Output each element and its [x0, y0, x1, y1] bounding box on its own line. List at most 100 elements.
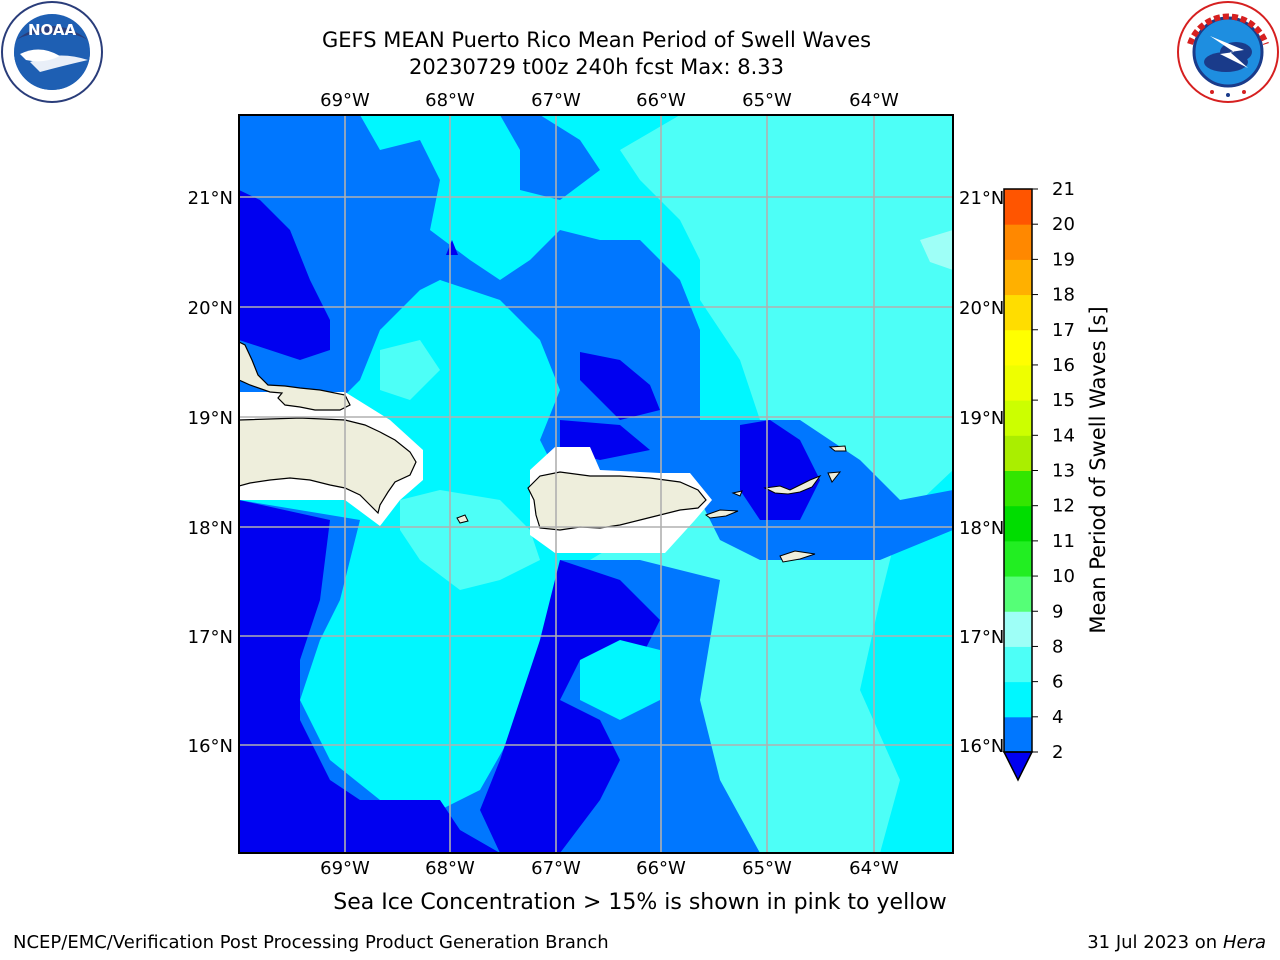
colorbar-tick-label: 10	[1052, 566, 1075, 587]
lat-label: 19°N	[188, 408, 233, 429]
swell-zone-lt2-east	[740, 420, 820, 520]
swell-zone-lt2-speck	[446, 240, 458, 255]
lat-labels-right: 21°N 20°N 19°N 18°N 17°N 16°N	[959, 188, 1004, 757]
colorbar-segment	[1004, 576, 1032, 612]
colorbar-segment	[1004, 400, 1032, 436]
lon-label: 69°W	[320, 90, 370, 111]
noaa-logo: NOAA	[0, 0, 104, 104]
lat-label: 21°N	[188, 188, 233, 209]
lat-label: 20°N	[959, 298, 1004, 319]
colorbar-segment	[1004, 681, 1032, 718]
island-virgin-islands	[763, 474, 822, 495]
swell-zone-6-8-north	[380, 340, 440, 400]
colorbar-segment	[1004, 470, 1032, 507]
colorbar-segment	[1004, 329, 1032, 366]
lon-labels-top: 69°W 68°W 67°W 66°W 65°W 64°W	[320, 90, 899, 111]
colorbar-segment	[1004, 189, 1032, 225]
colorbar-extend-triangle	[1002, 751, 1034, 782]
colorbar-segment	[1004, 224, 1032, 260]
colorbar-tick-label: 20	[1052, 214, 1075, 235]
island-vieques	[704, 509, 739, 519]
lat-label: 16°N	[188, 736, 233, 757]
swell-zone-lt2-west	[239, 190, 330, 360]
swell-zone-4-6-north-band	[380, 280, 540, 440]
lon-label: 64°W	[849, 858, 899, 879]
footer-machine: Hera	[1222, 932, 1266, 953]
colorbar-segment	[1004, 716, 1032, 753]
colorbar-tick-label: 11	[1052, 531, 1075, 552]
swell-zone-lt2-pr-north	[580, 352, 660, 420]
lon-label: 67°W	[531, 90, 581, 111]
colorbar-segment	[1004, 364, 1032, 401]
nws-logo	[1176, 0, 1280, 104]
swell-zone-4-6-speck	[360, 750, 378, 770]
colorbar-segment	[1004, 646, 1032, 683]
map-plot-area	[239, 115, 953, 853]
lon-label: 68°W	[425, 90, 475, 111]
colorbar-label: Mean Period of Swell Waves [s]	[1086, 306, 1110, 633]
lat-label: 21°N	[959, 188, 1004, 209]
noaa-logo-text: NOAA	[28, 21, 77, 39]
lat-label: 18°N	[959, 518, 1004, 539]
colorbar-tick-label: 16	[1052, 355, 1075, 376]
colorbar-segment	[1004, 259, 1032, 296]
plot-subtitle: 20230729 t00z 240h fcst Max: 8.33	[409, 55, 784, 79]
colorbar-tick-label: 12	[1052, 496, 1075, 517]
lon-labels-bottom: 69°W 68°W 67°W 66°W 65°W 64°W	[320, 858, 899, 879]
lon-label: 65°W	[742, 858, 792, 879]
colorbar-tick-label: 8	[1052, 636, 1063, 657]
colorbar-tick-label: 2	[1052, 742, 1063, 763]
swell-zone-6-8-pr-southwest	[400, 490, 540, 590]
colorbar-tick-label: 15	[1052, 390, 1075, 411]
lon-label: 64°W	[849, 90, 899, 111]
colorbar: 21 20 19 18 17 16 15 14 13 12 11 10 9 8 6 4 2	[1002, 179, 1075, 782]
colorbar-tick-label: 17	[1052, 320, 1075, 341]
colorbar-tick-label: 21	[1052, 179, 1075, 200]
footer-credit: NCEP/EMC/Verification Post Processing Pr…	[13, 932, 609, 953]
map-frame	[238, 114, 954, 854]
colorbar-tick-label: 13	[1052, 461, 1075, 482]
colorbar-segment	[1004, 505, 1032, 542]
colorbar-segment	[1004, 294, 1032, 331]
island-anegada	[828, 445, 847, 452]
island-virgin-islands-b	[827, 471, 842, 483]
swell-zone-6-8-east-b	[920, 230, 953, 270]
lat-label: 17°N	[188, 627, 233, 648]
swell-zone-lt2-south	[480, 560, 660, 853]
lat-labels-left: 21°N 20°N 19°N 18°N 17°N 16°N	[188, 188, 233, 757]
swell-zone-lt2-southwest	[239, 500, 500, 853]
lon-label: 66°W	[636, 90, 686, 111]
colorbar-tick-label: 18	[1052, 285, 1075, 306]
colorbar-segment	[1004, 540, 1032, 577]
colorbar-segment	[1004, 435, 1032, 471]
lat-label: 17°N	[959, 627, 1004, 648]
swell-zone-4-6-southwest	[360, 640, 500, 740]
colorbar-tick-label: 6	[1052, 672, 1063, 693]
lat-label: 19°N	[959, 408, 1004, 429]
island-culebra	[731, 490, 743, 497]
lon-label: 69°W	[320, 858, 370, 879]
island-st-croix	[779, 550, 816, 563]
colorbar-segment	[1004, 611, 1032, 647]
lon-label: 68°W	[425, 858, 475, 879]
lon-label: 65°W	[742, 90, 792, 111]
colorbar-tick-label: 19	[1052, 249, 1075, 270]
sea-ice-note: Sea Ice Concentration > 15% is shown in …	[333, 890, 947, 915]
swell-zone-2-4-south	[239, 500, 760, 853]
map-gridlines	[239, 115, 953, 853]
footer-date-text: 31 Jul 2023 on	[1087, 932, 1223, 953]
swell-zone-2-4-pr-north	[500, 115, 600, 200]
lat-label: 18°N	[188, 518, 233, 539]
colorbar-tick-label: 9	[1052, 601, 1063, 622]
plot-title: GEFS MEAN Puerto Rico Mean Period of Swe…	[321, 28, 872, 52]
lat-label: 20°N	[188, 298, 233, 319]
colorbar-tick-label: 14	[1052, 425, 1075, 446]
colorbar-tick-label: 4	[1052, 707, 1063, 728]
swell-zone-4-6-south-pocket	[580, 640, 660, 720]
island-mona	[456, 514, 469, 524]
lat-label: 16°N	[959, 736, 1004, 757]
footer-date: 31 Jul 2023 on Hera	[1087, 932, 1266, 953]
lon-label: 67°W	[531, 858, 581, 879]
swell-zone-2-4-north	[239, 115, 720, 520]
